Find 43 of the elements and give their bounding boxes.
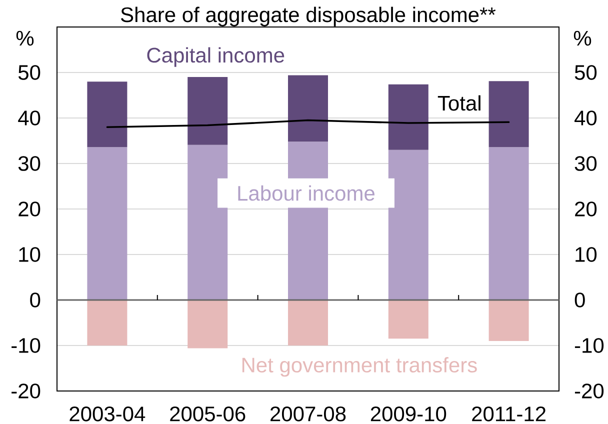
- y-tick-label: 50: [18, 65, 40, 80]
- y-tick-label: -10: [12, 338, 40, 353]
- y-tick-label: 0: [30, 292, 40, 308]
- y2-tick-label: 50: [574, 65, 597, 80]
- y2-tick-label: 10: [576, 247, 597, 262]
- y2-axis-title: %: [574, 30, 592, 46]
- x-tick-label: 2007-08: [270, 406, 346, 422]
- bar: [188, 144, 228, 300]
- bar: [288, 300, 328, 346]
- x-tick-label: 2011-12: [472, 406, 546, 422]
- bar: [488, 81, 529, 148]
- bar: [87, 300, 128, 346]
- y2-tick-label: -20: [574, 384, 604, 398]
- bar: [188, 300, 228, 348]
- bar: [488, 147, 529, 300]
- y-tick-label: 40: [18, 110, 40, 126]
- x-tick-label: 2003-04: [70, 406, 146, 422]
- series-label: Net government transfers: [242, 357, 477, 377]
- series-label: Capital income: [147, 47, 284, 67]
- x-tick-label: 2009-10: [370, 406, 446, 422]
- y-tick-label: 20: [18, 202, 40, 216]
- y2-tick-label: 20: [575, 202, 597, 216]
- x-tick-label: 2005-06: [170, 406, 246, 422]
- bar: [388, 84, 428, 150]
- line-series: [106, 119, 510, 128]
- y-tick-label: 30: [18, 156, 40, 171]
- bar: [388, 150, 428, 300]
- y-tick-label: -20: [12, 384, 40, 398]
- y2-tick-label: 30: [574, 156, 597, 171]
- bar: [488, 300, 529, 341]
- y2-tick-label: -10: [574, 338, 604, 353]
- series-label: Labour income: [238, 185, 374, 201]
- y2-tick-label: 0: [574, 292, 585, 308]
- y-tick-label: 10: [19, 247, 40, 262]
- y-axis-title: %: [16, 30, 34, 46]
- chart-subtitle: Share of aggregate disposable income**: [120, 6, 496, 26]
- bar: [87, 82, 128, 148]
- y2-tick-label: 40: [574, 110, 597, 126]
- bar: [288, 75, 328, 142]
- bar: [388, 300, 428, 339]
- series-label: Total: [438, 95, 480, 111]
- bar: [188, 77, 228, 145]
- bar: [87, 147, 128, 300]
